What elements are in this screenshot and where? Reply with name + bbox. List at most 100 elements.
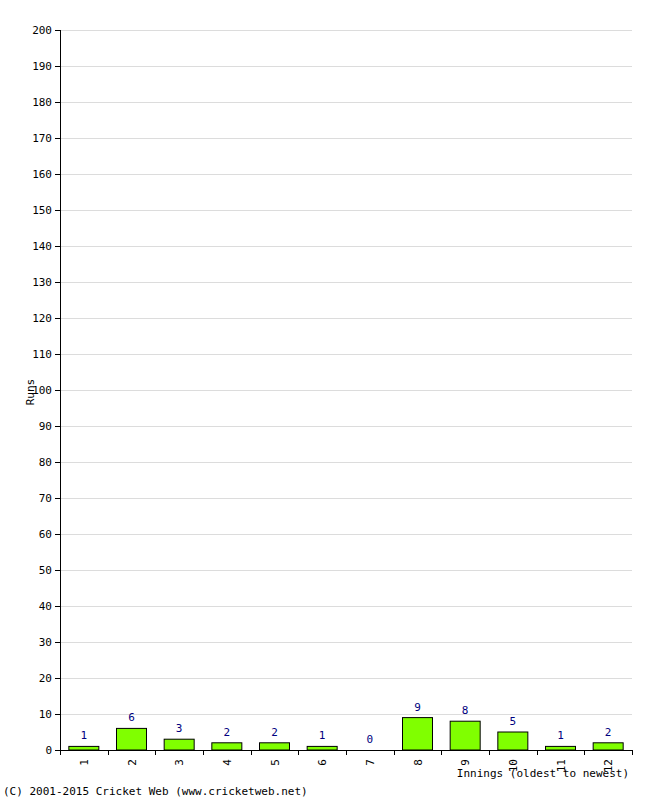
- y-tick: [55, 318, 60, 319]
- y-tick: [55, 534, 60, 535]
- bar: [355, 750, 385, 751]
- y-tick-label: 170: [32, 132, 52, 145]
- data-label: 1: [81, 729, 88, 742]
- x-axis-label: Innings (oldest to newest): [457, 767, 629, 780]
- bar: [450, 721, 480, 750]
- grid-line: [60, 534, 632, 535]
- y-tick: [55, 138, 60, 139]
- x-tick-label: 3: [173, 759, 186, 766]
- x-tick: [251, 750, 252, 755]
- bar: [69, 746, 99, 750]
- data-label: 2: [605, 726, 612, 739]
- bar: [593, 743, 623, 750]
- y-tick: [55, 282, 60, 283]
- y-tick-label: 70: [39, 492, 52, 505]
- data-label: 2: [224, 726, 231, 739]
- x-tick-label: 7: [364, 759, 377, 766]
- x-tick: [394, 750, 395, 755]
- y-tick: [55, 642, 60, 643]
- grid-line: [60, 102, 632, 103]
- y-tick-label: 30: [39, 636, 52, 649]
- x-tick-label: 9: [459, 759, 472, 766]
- x-tick: [108, 750, 109, 755]
- grid-line: [60, 606, 632, 607]
- y-tick: [55, 210, 60, 211]
- data-label: 1: [319, 729, 326, 742]
- x-tick: [489, 750, 490, 755]
- x-tick: [537, 750, 538, 755]
- x-tick-label: 8: [412, 759, 425, 766]
- grid-line: [60, 354, 632, 355]
- grid-line: [60, 30, 632, 31]
- y-tick-label: 0: [45, 744, 52, 757]
- data-label: 8: [462, 704, 469, 717]
- x-tick: [584, 750, 585, 755]
- x-tick: [632, 750, 633, 755]
- y-tick-label: 80: [39, 456, 52, 469]
- grid-line: [60, 390, 632, 391]
- y-tick: [55, 246, 60, 247]
- y-tick: [55, 102, 60, 103]
- data-label: 0: [367, 733, 374, 746]
- y-tick-label: 160: [32, 168, 52, 181]
- bar: [307, 746, 337, 750]
- y-tick-label: 190: [32, 60, 52, 73]
- copyright: (C) 2001-2015 Cricket Web (www.cricketwe…: [3, 785, 308, 798]
- data-label: 2: [271, 726, 278, 739]
- y-tick-label: 60: [39, 528, 52, 541]
- background: [0, 0, 650, 800]
- y-tick: [55, 714, 60, 715]
- y-tick-label: 200: [32, 24, 52, 37]
- y-tick: [55, 30, 60, 31]
- grid-line: [60, 678, 632, 679]
- x-tick-label: 2: [126, 759, 139, 766]
- y-tick: [55, 750, 60, 751]
- grid-line: [60, 282, 632, 283]
- y-tick: [55, 426, 60, 427]
- grid-line: [60, 246, 632, 247]
- y-tick-label: 130: [32, 276, 52, 289]
- data-label: 1: [557, 729, 564, 742]
- x-tick-label: 1: [78, 759, 91, 766]
- bar: [498, 732, 528, 750]
- grid-line: [60, 498, 632, 499]
- x-tick: [441, 750, 442, 755]
- bars: [69, 718, 623, 750]
- y-tick: [55, 354, 60, 355]
- grid-line: [60, 642, 632, 643]
- x-tick-label: 5: [269, 759, 282, 766]
- y-tick-label: 20: [39, 672, 52, 685]
- y-tick: [55, 570, 60, 571]
- grid-line: [60, 714, 632, 715]
- y-tick: [55, 498, 60, 499]
- x-tick: [298, 750, 299, 755]
- y-tick-label: 150: [32, 204, 52, 217]
- x-tick: [155, 750, 156, 755]
- x-tick: [346, 750, 347, 755]
- grid-line: [60, 210, 632, 211]
- y-tick-label: 90: [39, 420, 52, 433]
- bar: [546, 746, 576, 750]
- y-tick-label: 180: [32, 96, 52, 109]
- grid-line: [60, 174, 632, 175]
- x-tick: [203, 750, 204, 755]
- data-label: 9: [414, 701, 421, 714]
- bar: [117, 728, 147, 750]
- y-tick-label: 40: [39, 600, 52, 613]
- grid-line: [60, 426, 632, 427]
- data-label: 3: [176, 722, 183, 735]
- data-label: 5: [510, 715, 517, 728]
- grid-line: [60, 462, 632, 463]
- y-tick: [55, 174, 60, 175]
- x-tick: [60, 750, 61, 755]
- y-tick: [55, 678, 60, 679]
- chart: 0102030405060708090100110120130140150160…: [0, 0, 650, 800]
- x-tick-label: 4: [221, 759, 234, 766]
- y-tick: [55, 390, 60, 391]
- grid-line: [60, 138, 632, 139]
- data-label: 6: [128, 711, 135, 724]
- y-tick-label: 120: [32, 312, 52, 325]
- grid-line: [60, 570, 632, 571]
- bar: [212, 743, 242, 750]
- y-tick: [55, 606, 60, 607]
